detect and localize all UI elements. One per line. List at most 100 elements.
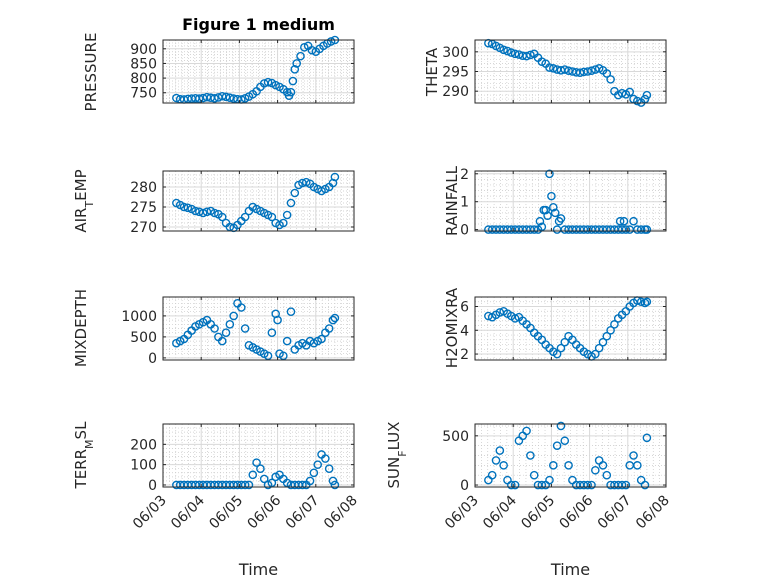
data-point-rainfall xyxy=(529,225,539,234)
data-point-pressure xyxy=(296,51,305,61)
x-axis-label: Time xyxy=(238,560,278,579)
data-point-theta xyxy=(564,66,573,76)
data-point-mixdepth xyxy=(225,319,235,329)
data-point-theta xyxy=(526,50,535,60)
data-point-air_temp xyxy=(279,218,288,228)
data-point-pressure xyxy=(290,65,300,74)
data-point-rainfall xyxy=(549,202,558,212)
data-point-mixdepth xyxy=(237,303,246,312)
y-tick-label: 0 xyxy=(460,223,469,239)
y-tick-label: 850 xyxy=(130,56,157,72)
data-point-pressure xyxy=(210,94,219,103)
data-point-sun_flux xyxy=(587,480,596,490)
data-point-mixdepth xyxy=(240,324,250,333)
data-point-sun_flux xyxy=(495,446,505,455)
data-point-theta xyxy=(503,46,512,56)
data-point-sun_flux xyxy=(522,426,531,436)
data-point-sun_flux xyxy=(564,461,573,470)
data-point-sun_flux xyxy=(537,480,547,490)
data-point-sun_flux xyxy=(510,480,520,490)
data-point-terr_msl xyxy=(324,464,334,474)
data-point-sun_flux xyxy=(506,480,516,490)
data-point-sun_flux xyxy=(526,451,535,460)
data-point-theta xyxy=(602,69,612,78)
data-point-pressure xyxy=(326,37,336,46)
data-point-rainfall xyxy=(545,169,554,179)
data-point-sun_flux xyxy=(529,470,539,480)
data-point-pressure xyxy=(288,76,298,86)
data-point-pressure xyxy=(286,87,296,97)
data-point-air_temp xyxy=(282,210,292,220)
data-point-rainfall xyxy=(537,222,547,232)
data-point-pressure xyxy=(292,59,302,68)
y-tick-label: 275 xyxy=(130,200,157,216)
data-point-terr_msl xyxy=(248,470,258,480)
data-point-rainfall xyxy=(642,225,652,234)
data-point-air_temp xyxy=(286,198,296,208)
data-point-theta xyxy=(514,50,524,59)
y-axis-label-air_temp: AIRTEMP xyxy=(72,169,96,232)
data-point-terr_msl xyxy=(252,458,261,467)
axes-frame-h2omixra xyxy=(474,296,667,361)
data-point-rainfall xyxy=(615,216,625,226)
data-point-rainfall xyxy=(547,191,556,201)
data-point-sun_flux xyxy=(549,461,558,470)
data-point-sun_flux xyxy=(633,461,642,470)
y-tick-label: 2 xyxy=(460,167,469,183)
y-tick-label: 500 xyxy=(130,330,157,346)
data-point-mixdepth xyxy=(217,336,227,346)
data-point-theta xyxy=(583,67,592,76)
data-point-h2omixra xyxy=(552,349,562,359)
y-tick-label: 900 xyxy=(130,42,157,58)
data-point-sun_flux xyxy=(617,480,627,490)
data-point-pressure xyxy=(300,43,309,52)
data-point-h2omixra xyxy=(606,325,615,335)
data-point-mixdepth xyxy=(328,315,338,325)
data-point-h2omixra xyxy=(510,314,520,323)
data-point-mixdepth xyxy=(324,324,334,333)
data-point-h2omixra xyxy=(591,349,600,359)
data-point-theta xyxy=(506,48,516,57)
x-axis-label: Time xyxy=(550,560,590,579)
data-point-theta xyxy=(560,65,570,74)
data-point-air_temp xyxy=(267,212,277,222)
data-point-air_temp xyxy=(198,208,208,218)
data-point-mixdepth xyxy=(273,315,282,325)
y-tick-label: 800 xyxy=(130,71,157,87)
axes-frame-sun_flux xyxy=(474,423,667,488)
y-tick-label: 100 xyxy=(130,458,157,474)
data-point-theta xyxy=(545,63,554,72)
y-tick-label: 290 xyxy=(442,84,469,100)
data-point-terr_msl xyxy=(313,460,323,469)
y-tick-label: 4 xyxy=(460,323,469,339)
axes-frame-terr_msl xyxy=(162,423,355,488)
data-point-h2omixra xyxy=(598,337,608,347)
y-tick-label: 2 xyxy=(460,347,469,363)
data-point-sun_flux xyxy=(642,433,652,443)
data-point-air_temp xyxy=(330,172,340,182)
y-axis-label-h2omixra: H2OMIXRA xyxy=(443,287,461,368)
y-tick-label: 200 xyxy=(130,437,157,453)
data-point-sun_flux xyxy=(560,436,570,446)
y-axis-label-theta: THETA xyxy=(423,47,441,97)
figure-title: Figure 1 medium xyxy=(182,15,335,34)
data-point-h2omixra xyxy=(610,320,619,329)
data-point-sun_flux xyxy=(602,470,612,480)
axes-mixdepth: 0 500 1000 MIXDEPTH xyxy=(72,289,355,367)
data-point-rainfall xyxy=(543,211,552,220)
data-point-pressure xyxy=(263,77,273,87)
data-point-sun_flux xyxy=(583,480,592,490)
data-point-sun_flux xyxy=(552,441,562,450)
data-point-terr_msl xyxy=(305,476,315,486)
data-point-rainfall xyxy=(541,205,550,215)
data-point-terr_msl xyxy=(330,480,340,490)
data-point-air_temp xyxy=(217,212,227,222)
axes-frame-mixdepth xyxy=(162,296,355,361)
y-tick-label: 280 xyxy=(130,180,157,196)
data-point-theta xyxy=(510,49,520,59)
data-point-mixdepth xyxy=(267,328,277,338)
data-point-h2omixra xyxy=(594,343,604,353)
data-point-air_temp xyxy=(183,203,193,213)
